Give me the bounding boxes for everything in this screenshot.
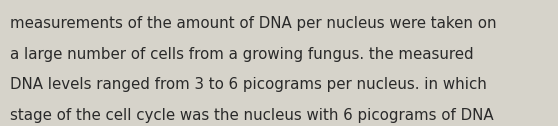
Text: stage of the cell cycle was the nucleus with 6 picograms of DNA: stage of the cell cycle was the nucleus … [10,108,494,123]
Text: a large number of cells from a growing fungus. the measured: a large number of cells from a growing f… [10,47,474,62]
Text: measurements of the amount of DNA per nucleus were taken on: measurements of the amount of DNA per nu… [10,16,497,31]
Text: DNA levels ranged from 3 to 6 picograms per nucleus. in which: DNA levels ranged from 3 to 6 picograms … [10,77,487,92]
